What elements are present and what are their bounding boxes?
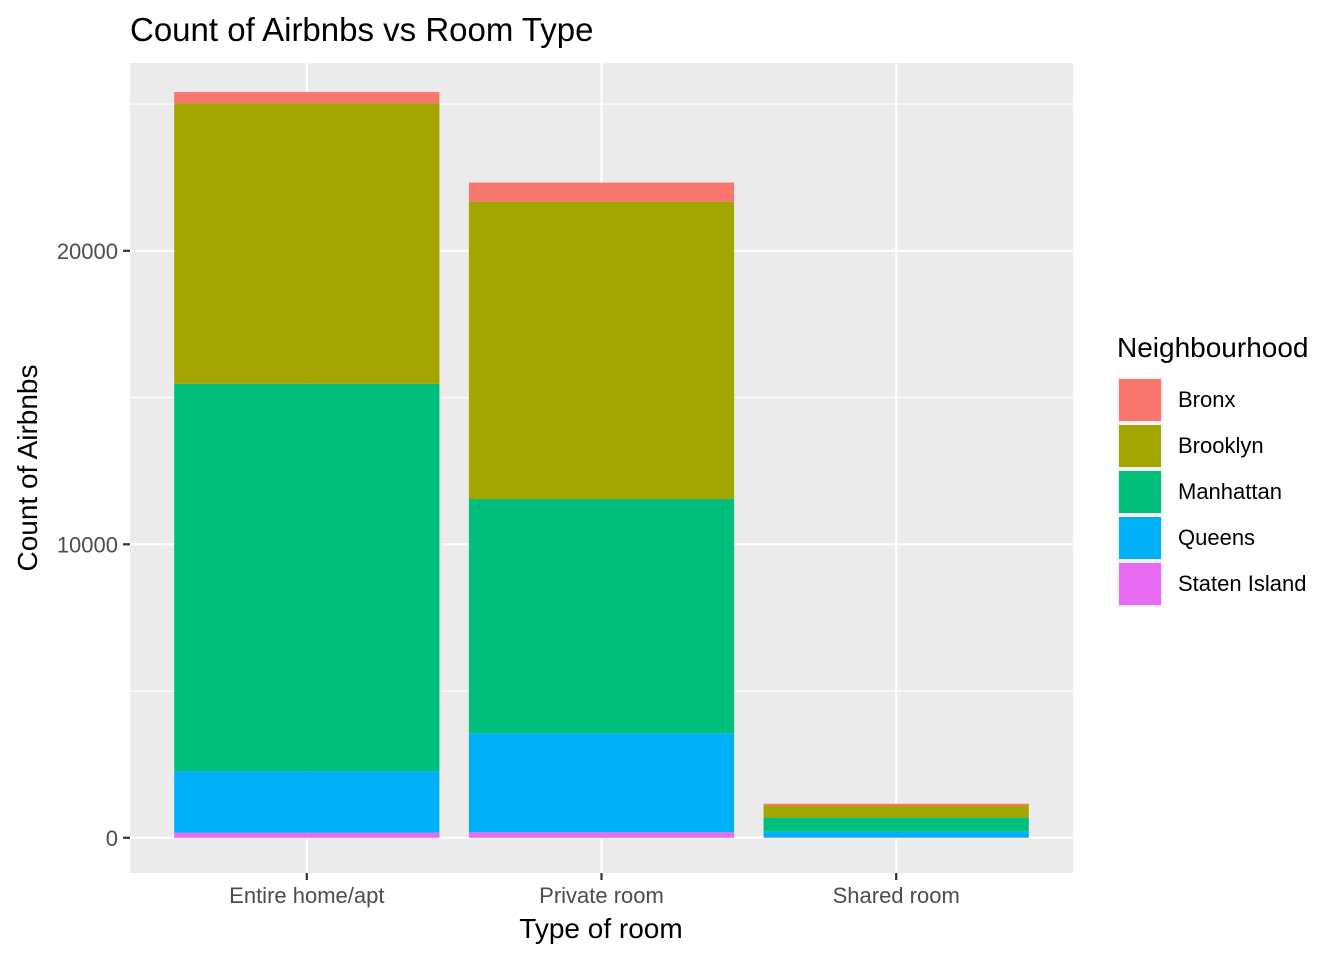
legend-swatch bbox=[1119, 425, 1161, 467]
bar-segment bbox=[763, 831, 1029, 838]
legend-swatch bbox=[1119, 471, 1161, 513]
legend-swatch bbox=[1119, 563, 1161, 605]
bar-segment bbox=[468, 182, 735, 202]
y-tick-label: 10000 bbox=[57, 532, 118, 557]
legend-swatch bbox=[1119, 379, 1161, 421]
bar-segment bbox=[174, 103, 440, 384]
bar-segment bbox=[763, 803, 1029, 806]
bar-segment bbox=[468, 733, 735, 833]
legend-label: Bronx bbox=[1178, 387, 1235, 412]
bar-segment bbox=[174, 771, 440, 833]
bar-segment bbox=[763, 817, 1029, 832]
legend-label: Manhattan bbox=[1178, 479, 1282, 504]
bar-segment bbox=[174, 383, 440, 772]
legend-label: Queens bbox=[1178, 525, 1255, 550]
y-axis-title: Count of Airbnbs bbox=[12, 364, 43, 571]
bar-segment bbox=[468, 201, 735, 500]
legend-swatch bbox=[1119, 517, 1161, 559]
legend: Neighbourhood Bronx Brooklyn Manhattan Quee… bbox=[1117, 332, 1309, 607]
bar-segment bbox=[468, 832, 735, 838]
y-axis: 0 10000 20000 bbox=[57, 239, 130, 851]
y-tick-label: 20000 bbox=[57, 239, 118, 264]
chart-title: Count of Airbnbs vs Room Type bbox=[130, 11, 593, 48]
bar-segment bbox=[763, 805, 1029, 818]
bar-segment bbox=[174, 92, 440, 104]
x-axis-title: Type of room bbox=[519, 913, 682, 944]
x-tick-label: Shared room bbox=[833, 883, 960, 908]
legend-label: Staten Island bbox=[1178, 571, 1306, 596]
y-tick-label: 0 bbox=[106, 826, 118, 851]
x-tick-label: Entire home/apt bbox=[229, 883, 384, 908]
legend-title: Neighbourhood bbox=[1117, 332, 1309, 363]
bar-segment bbox=[468, 499, 735, 734]
bar-segment bbox=[174, 832, 440, 838]
x-axis: Entire home/apt Private room Shared room bbox=[229, 873, 960, 908]
bars bbox=[174, 92, 1029, 838]
x-tick-label: Private room bbox=[539, 883, 664, 908]
legend-label: Brooklyn bbox=[1178, 433, 1264, 458]
